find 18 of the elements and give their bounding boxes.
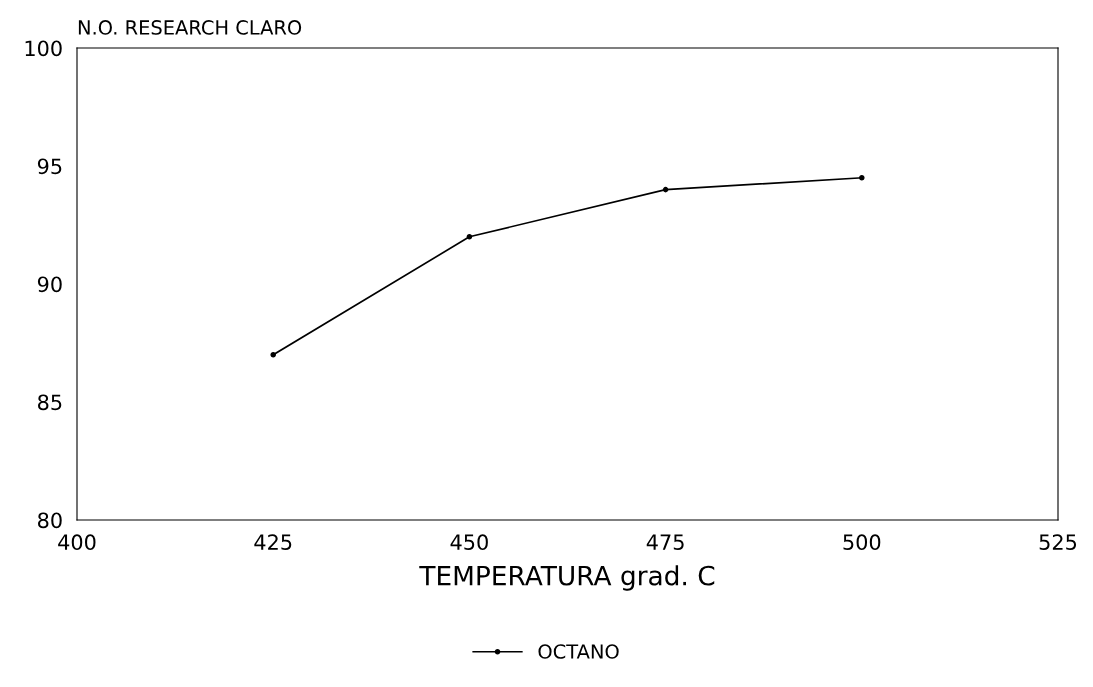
point: [662, 186, 669, 193]
x-tick-label: 425: [254, 534, 292, 551]
x-tick-label: 500: [843, 534, 881, 551]
y-tick-label: 80: [38, 512, 62, 529]
x-axis-title: TEMPERATURA grad. C: [419, 565, 715, 591]
y-axis-title: N.O. RESEARCH CLARO: [78, 20, 302, 35]
point: [466, 234, 473, 240]
y-tick-label: 100: [25, 40, 62, 57]
x-tick-label: 525: [1039, 534, 1077, 551]
y-tick-label: 90: [37, 276, 62, 293]
x-tick-label: 450: [450, 534, 488, 551]
point: [270, 352, 276, 358]
point: [859, 175, 865, 181]
y-tick-label: 85: [38, 394, 62, 411]
legend-label: OCTANO: [538, 644, 619, 659]
y-tick-label: 95: [37, 158, 62, 175]
x-tick-label: 400: [58, 534, 96, 551]
x-tick-label: 475: [646, 534, 684, 551]
